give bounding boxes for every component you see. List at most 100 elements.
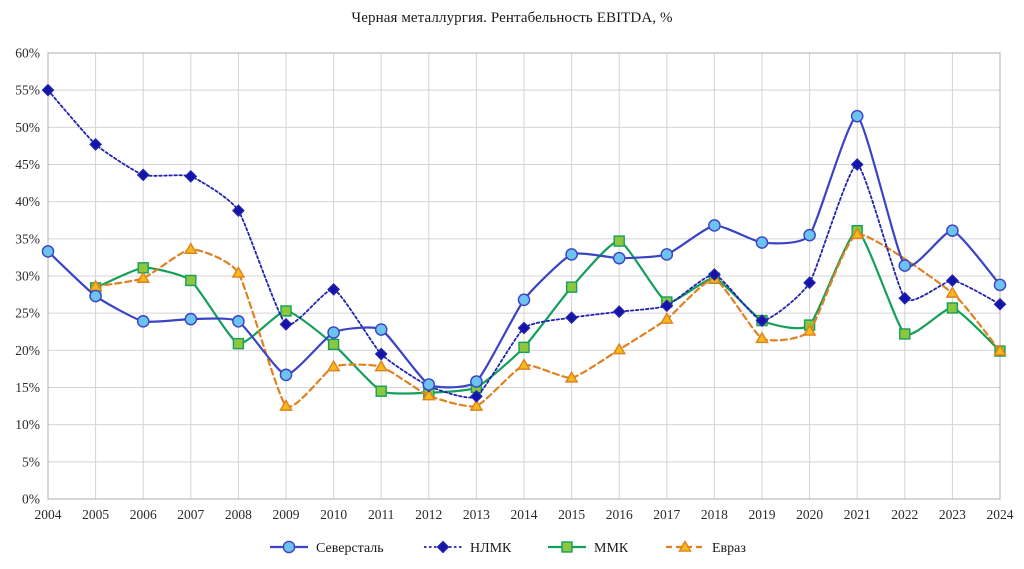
x-tick-label: 2020 (796, 507, 823, 522)
x-tick-label: 2011 (368, 507, 395, 522)
data-point-marker (232, 315, 245, 328)
legend-label: Евраз (712, 541, 746, 556)
data-point-marker (708, 219, 721, 232)
x-tick-label: 2015 (558, 507, 585, 522)
data-point-marker (660, 299, 674, 313)
data-point-marker (613, 235, 625, 247)
x-tick-label: 2007 (177, 507, 204, 522)
data-point-marker (89, 289, 102, 303)
plot-frame (47, 52, 1001, 500)
data-point-marker (282, 540, 296, 554)
data-point-marker (326, 359, 341, 372)
data-point-marker (41, 83, 55, 97)
data-point-marker (183, 242, 198, 254)
data-point-marker (517, 321, 531, 335)
x-tick-label: 2012 (415, 507, 442, 522)
data-point-marker (184, 312, 198, 326)
data-point-marker (517, 293, 531, 307)
x-tick-label: 2022 (891, 507, 918, 522)
data-point-marker (185, 274, 197, 287)
data-point-marker (232, 204, 245, 217)
data-point-marker (803, 228, 816, 242)
data-point-marker (898, 259, 912, 272)
data-point-marker (565, 281, 578, 293)
data-point-marker (327, 338, 340, 351)
data-point-marker (708, 268, 721, 281)
x-tick-label: 2021 (844, 507, 871, 522)
data-point-marker (518, 341, 530, 354)
data-point-marker (327, 282, 340, 296)
data-point-marker (946, 274, 959, 287)
x-tick-label: 2014 (511, 507, 538, 522)
x-tick-label: 2016 (606, 507, 633, 522)
y-tick-label: 15% (15, 380, 40, 395)
x-tick-label: 2024 (987, 507, 1014, 522)
data-point-marker (993, 297, 1007, 311)
data-point-marker (469, 399, 484, 411)
data-point-marker (850, 109, 864, 123)
data-point-marker (517, 358, 531, 370)
legend-label: НЛМК (470, 541, 512, 556)
data-point-marker (946, 224, 959, 237)
data-point-marker (659, 312, 674, 324)
data-point-marker (565, 311, 578, 325)
y-tick-label: 20% (15, 343, 40, 358)
legend-label: ММК (594, 541, 629, 556)
data-point-marker (136, 315, 150, 328)
x-tick-label: 2005 (82, 507, 109, 522)
x-tick-label: 2023 (939, 507, 966, 522)
data-point-marker (945, 286, 960, 298)
data-point-marker (374, 347, 388, 361)
y-tick-label: 10% (15, 417, 40, 432)
series-4 (88, 227, 1007, 411)
x-tick-label: 2013 (463, 507, 490, 522)
chart-legend: Северсталь НЛМК ММК Евраз (270, 540, 746, 556)
data-point-marker (375, 385, 387, 397)
series-line (94, 229, 1002, 395)
y-tick-label: 45% (15, 157, 40, 172)
data-point-marker (279, 399, 293, 411)
data-point-marker (612, 305, 626, 319)
data-point-marker (374, 323, 388, 336)
data-point-marker (436, 540, 450, 554)
data-point-marker (899, 328, 911, 340)
data-point-marker (89, 138, 102, 151)
y-tick-label: 40% (15, 194, 40, 209)
y-tick-label: 25% (15, 306, 40, 321)
data-point-marker (41, 245, 55, 258)
y-tick-label: 60% (15, 46, 40, 61)
data-point-marker (280, 305, 292, 317)
x-tick-label: 2010 (320, 507, 347, 522)
data-point-marker (374, 359, 389, 372)
data-point-marker (946, 302, 959, 314)
chart-title: Черная металлургия. Рентабельность EBITD… (351, 10, 673, 26)
y-tick-label: 50% (15, 120, 40, 135)
data-point-marker (231, 266, 246, 278)
data-point-marker (327, 326, 340, 339)
legend-label: Северсталь (316, 541, 384, 556)
data-point-marker (755, 236, 769, 249)
x-tick-label: 2008 (225, 507, 252, 522)
x-axis-labels: 2004 2005 2006 2007 2008 2009 2010 2011 2012 2013… (35, 507, 1014, 522)
data-point-marker (612, 342, 627, 355)
y-tick-label: 55% (15, 83, 40, 98)
data-point-marker (803, 276, 816, 290)
data-point-marker (421, 388, 436, 401)
data-point-marker (850, 158, 864, 171)
data-point-marker (898, 291, 912, 305)
data-point-marker (232, 337, 245, 350)
x-tick-label: 2019 (749, 507, 776, 522)
y-tick-label: 5% (22, 454, 40, 469)
series-2 (41, 83, 1007, 403)
y-axis-labels: 0% 5% 10% 15% 20% 25% 30% 35% 40% 45% 50% 55% 60% (15, 46, 40, 507)
data-point-marker (612, 251, 626, 265)
x-tick-label: 2004 (35, 507, 62, 522)
x-tick-label: 2009 (273, 507, 300, 522)
data-point-marker (184, 170, 198, 183)
data-point-marker (802, 324, 817, 336)
data-point-marker (660, 248, 674, 261)
data-point-marker (755, 331, 769, 344)
data-point-marker (755, 314, 769, 327)
